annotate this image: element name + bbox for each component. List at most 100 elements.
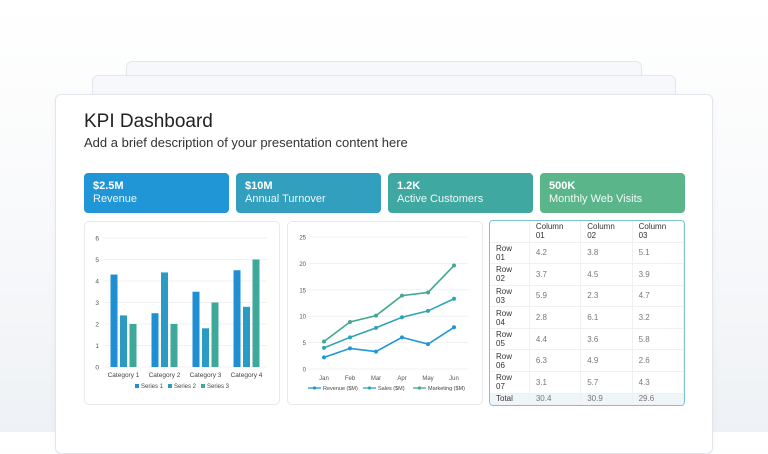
- table-cell: 3.1: [529, 371, 582, 394]
- kpi-card: $2.5M Revenue: [84, 173, 229, 213]
- y-tick-label: 0: [95, 365, 99, 372]
- table-cell: 5.1: [632, 242, 684, 265]
- table-cell: 30.4: [529, 393, 582, 405]
- legend-marker: [312, 386, 317, 390]
- data-table: Column 01 Column 02 Column 03 Row 01 4.2 3.8 5…: [489, 220, 685, 406]
- kpi-value: 1.2K: [397, 180, 421, 192]
- data-point: [322, 345, 326, 350]
- data-point: [348, 346, 352, 351]
- table-cell: Row 07: [490, 371, 530, 394]
- data-point: [452, 296, 456, 301]
- table-cell: 4.5: [580, 263, 633, 286]
- table-cell: 3.8: [580, 242, 633, 265]
- y-tick-label: 25: [299, 236, 306, 242]
- y-tick-label: 3: [95, 300, 99, 307]
- bar: [211, 302, 219, 367]
- x-tick-label: Jan: [319, 376, 329, 382]
- x-tick-label: Mar: [371, 376, 381, 382]
- table-cell: 5.8: [632, 328, 684, 351]
- bar: [252, 259, 260, 367]
- legend-label: Revenue ($M): [323, 386, 358, 392]
- page-subtitle: Add a brief description of your presenta…: [84, 135, 408, 150]
- table-cell: 3.9: [632, 263, 684, 286]
- data-point: [426, 290, 430, 295]
- table-cell: 4.2: [529, 242, 582, 265]
- data-point: [322, 339, 326, 344]
- table-cell: 4.4: [529, 328, 582, 351]
- table-cell: Row 01: [490, 242, 530, 265]
- bar: [110, 274, 118, 367]
- bar: [202, 328, 209, 367]
- table-cell: 2.6: [632, 349, 684, 372]
- x-tick-label: Category 3: [190, 372, 222, 379]
- line-chart-panel: 0 5 10 15 20 25 Jan Feb Mar Apr May Jun Revenue ($M)…: [287, 221, 483, 405]
- bar-chart-panel: 0 1 2 3 4 5 6 Category 1 Category 2 Category 3 Cat…: [84, 221, 280, 405]
- bar: [192, 291, 200, 367]
- legend-label: Series 2: [174, 384, 197, 390]
- table-row: Row 02 3.7 4.5 3.9: [490, 263, 684, 286]
- kpi-value: 500K: [549, 180, 576, 192]
- table-row: Total 30.4 30.9 29.6: [490, 393, 684, 405]
- table-cell: 4.9: [580, 349, 633, 372]
- legend-swatch: [135, 384, 139, 388]
- legend-label: Sales ($M): [378, 386, 405, 392]
- y-tick-label: 20: [299, 262, 306, 268]
- legend-label: Marketing ($M): [428, 386, 465, 392]
- bar: [170, 324, 178, 367]
- kpi-value: $2.5M: [93, 180, 124, 192]
- y-tick-label: 6: [95, 236, 99, 243]
- table-row: Row 04 2.8 6.1 3.2: [490, 306, 684, 329]
- legend-swatch: [201, 384, 205, 388]
- table-cell: Total: [490, 393, 530, 405]
- table-cell: Row 06: [490, 349, 530, 372]
- table-row: Row 07 3.1 5.7 4.3: [490, 371, 684, 394]
- legend-label: Series 3: [207, 384, 230, 390]
- data-point: [452, 325, 456, 330]
- column-header: [490, 221, 530, 243]
- bar: [243, 306, 250, 367]
- y-tick-label: 15: [299, 288, 306, 294]
- bar: [129, 324, 137, 367]
- data-point: [452, 263, 456, 268]
- table-cell: Row 02: [490, 263, 530, 286]
- table-cell: 5.7: [580, 371, 633, 394]
- table-cell: 6.3: [529, 349, 582, 372]
- data-point: [426, 342, 430, 347]
- x-tick-label: Apr: [397, 376, 406, 382]
- legend-marker: [367, 386, 372, 390]
- data-point: [348, 320, 352, 325]
- table-row: Row 05 4.4 3.6 5.8: [490, 328, 684, 351]
- y-tick-label: 0: [303, 368, 307, 374]
- data-point: [400, 335, 404, 340]
- table-cell: Row 03: [490, 285, 530, 308]
- table-cell: Row 05: [490, 328, 530, 351]
- table-row: Row 01 4.2 3.8 5.1: [490, 242, 684, 265]
- kpi-label: Annual Turnover: [245, 193, 326, 205]
- kpi-card: $10M Annual Turnover: [236, 173, 381, 213]
- data-point: [322, 355, 326, 360]
- table-row: Row 03 5.9 2.3 4.7: [490, 285, 684, 308]
- legend-marker: [417, 386, 422, 390]
- kpi-card: 500K Monthly Web Visits: [540, 173, 685, 213]
- kpi-label: Active Customers: [397, 193, 484, 205]
- x-tick-label: Category 4: [231, 372, 263, 379]
- table-cell: 4.7: [632, 285, 684, 308]
- series-line: [323, 326, 455, 359]
- table-cell: 6.1: [580, 306, 633, 329]
- y-tick-label: 5: [303, 341, 307, 347]
- x-tick-label: Feb: [345, 376, 356, 382]
- column-header: Column 02: [580, 221, 633, 243]
- table-cell: 3.2: [632, 306, 684, 329]
- table-cell: 2.8: [529, 306, 582, 329]
- y-tick-label: 2: [95, 322, 99, 329]
- series-line: [323, 264, 455, 343]
- page-title: KPI Dashboard: [84, 111, 213, 132]
- series-line: [323, 298, 455, 349]
- table-header-row: Column 01 Column 02 Column 03: [490, 221, 684, 243]
- table-cell: 29.6: [632, 393, 684, 405]
- data-point: [426, 308, 430, 313]
- data-point: [400, 315, 404, 320]
- data-point: [374, 313, 378, 318]
- x-tick-label: Category 1: [108, 372, 140, 379]
- column-header: Column 01: [529, 221, 582, 243]
